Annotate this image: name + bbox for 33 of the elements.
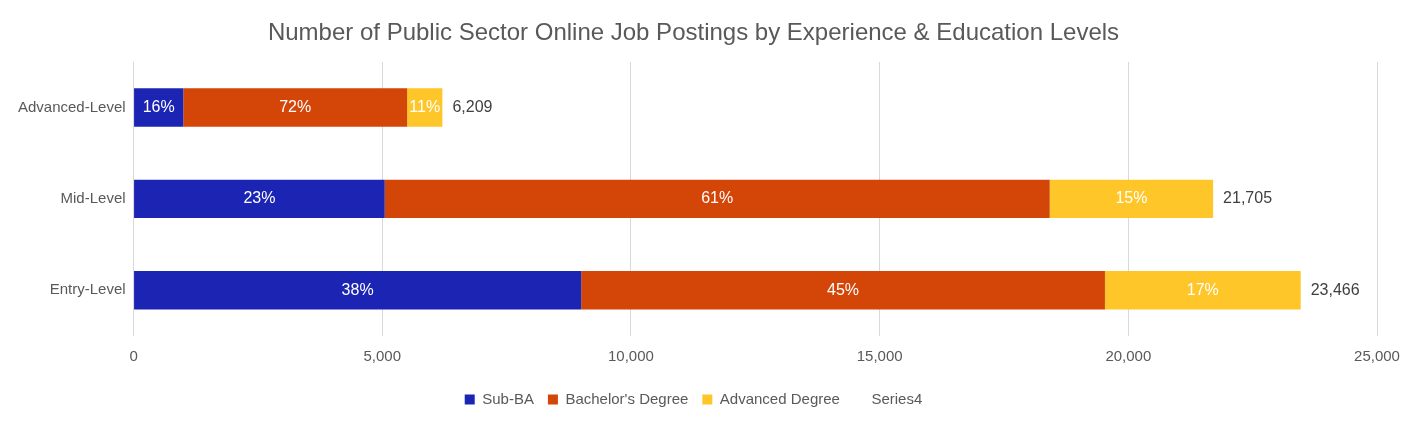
bar: [183, 88, 408, 127]
legend-label: Advanced Degree: [719, 389, 840, 407]
x-tick-label: 5,000: [363, 347, 402, 365]
annotation: 16%: [142, 97, 175, 115]
x-tick-label: 15,000: [856, 347, 903, 365]
annotation: 38%: [341, 280, 374, 298]
text: Series4: [871, 389, 923, 407]
y-tick-label: Advanced-Level: [17, 97, 126, 115]
annotation: 17%: [1186, 280, 1219, 298]
x-tick-label: 10,000: [608, 347, 654, 365]
total-label: 21,705: [1223, 189, 1273, 207]
annotation: 61%: [701, 189, 734, 207]
bar: [581, 271, 1105, 310]
y-tick-label: Entry-Level: [49, 280, 126, 298]
legend-label: Bachelor's Degree: [565, 389, 689, 407]
bar: [384, 179, 1050, 219]
x-tick-label: 0: [129, 347, 138, 365]
annotation: 15%: [1115, 189, 1148, 207]
x-tick-label: 20,000: [1105, 347, 1152, 365]
bar: [134, 271, 582, 310]
annotation: 72%: [279, 97, 312, 115]
bar: [134, 179, 385, 219]
total-label: 6,209: [452, 97, 493, 115]
total-label: 23,466: [1310, 280, 1360, 298]
annotation: 23%: [243, 189, 276, 207]
chart-title: Number of Public Sector Online Job Postings by Experience & Education Levels: [267, 18, 1120, 46]
y-tick-label: Mid-Level: [60, 189, 126, 207]
legend-label: Sub-BA: [482, 389, 534, 407]
bar: [1049, 179, 1214, 219]
annotation: 45%: [827, 280, 860, 298]
x-tick-label: 25,000: [1354, 347, 1400, 365]
annotation: 11%: [409, 97, 441, 115]
bar: [1104, 271, 1301, 310]
